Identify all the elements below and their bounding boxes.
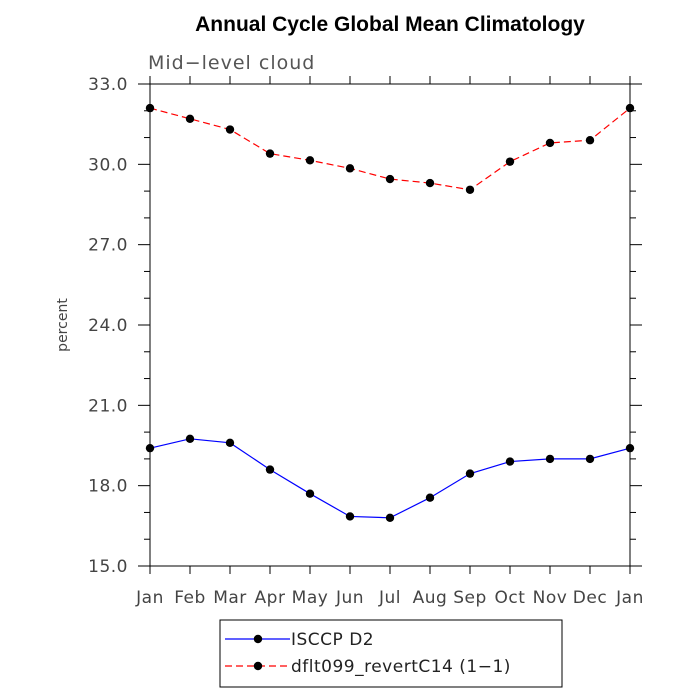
- series-1: [145, 434, 635, 522]
- data-point: [385, 174, 395, 184]
- data-point: [305, 489, 315, 498]
- data-point: [345, 512, 355, 521]
- data-point: [585, 454, 595, 464]
- legend-items: ISCCP D2 dflt099_revertC14 (1−1): [225, 630, 511, 677]
- chart-title: Annual Cycle Global Mean Climatology: [195, 13, 585, 36]
- data-point: [465, 469, 475, 478]
- x-tick-label: Aug: [413, 588, 448, 608]
- data-point: [425, 493, 435, 502]
- x-tick-label: May: [292, 588, 329, 608]
- chart-subtitle: Mid−level cloud: [148, 52, 315, 74]
- data-point: [305, 156, 315, 165]
- series-2: [145, 103, 635, 194]
- series-line: [149, 438, 631, 519]
- data-point: [145, 103, 155, 113]
- legend-marker: [253, 661, 263, 671]
- y-axis-label: percent: [55, 298, 71, 352]
- x-tick-label: Mar: [213, 588, 247, 608]
- x-tick-label: Jan: [135, 588, 164, 608]
- data-point: [145, 443, 155, 453]
- data-point: [465, 185, 475, 194]
- data-point: [625, 443, 635, 453]
- data-point: [505, 457, 515, 466]
- y-tick-label: 15.0: [88, 557, 128, 577]
- series-group: [145, 103, 635, 522]
- data-point: [505, 157, 515, 166]
- data-point: [265, 465, 275, 474]
- data-point: [625, 103, 635, 113]
- legend: ISCCP D2 dflt099_revertC14 (1−1): [219, 619, 563, 688]
- data-point: [265, 149, 275, 158]
- x-tick-label: Jun: [335, 588, 364, 608]
- y-tick-label: 21.0: [88, 396, 128, 416]
- data-point: [185, 434, 195, 444]
- legend-box: [219, 619, 563, 688]
- x-tick-label: Feb: [174, 588, 206, 608]
- axis-ticks: [138, 76, 642, 574]
- y-tick-label: 30.0: [88, 155, 128, 175]
- data-point: [425, 178, 435, 188]
- x-tick-labels: Jan Feb Mar Apr May Jun Jul Aug Sep Oct Nov Dec Jan: [135, 588, 644, 608]
- data-point: [585, 136, 595, 145]
- legend-label: ISCCP D2: [291, 630, 374, 650]
- data-point: [225, 125, 235, 134]
- x-tick-label: Dec: [573, 588, 607, 608]
- legend-label: dflt099_revertC14 (1−1): [291, 657, 511, 677]
- data-point: [545, 454, 555, 464]
- data-point: [185, 114, 195, 124]
- x-tick-label: Oct: [495, 588, 526, 608]
- x-tick-label: Nov: [533, 588, 568, 608]
- plot-frame: [149, 83, 631, 567]
- y-tick-label: 27.0: [88, 236, 128, 256]
- data-point: [345, 164, 355, 173]
- data-point: [545, 138, 555, 148]
- y-tick-label: 33.0: [88, 75, 128, 95]
- data-point: [225, 438, 235, 448]
- x-tick-label: Jul: [378, 588, 401, 608]
- x-tick-label: Sep: [453, 588, 487, 608]
- x-tick-label: Apr: [255, 588, 286, 608]
- y-tick-label: 18.0: [88, 477, 128, 497]
- y-tick-label: 24.0: [88, 316, 128, 336]
- legend-marker: [253, 634, 263, 644]
- y-tick-labels: 15.0 18.0 21.0 24.0 27.0 30.0 33.0: [88, 75, 128, 577]
- x-tick-label: Jan: [615, 588, 644, 608]
- data-point: [385, 513, 395, 522]
